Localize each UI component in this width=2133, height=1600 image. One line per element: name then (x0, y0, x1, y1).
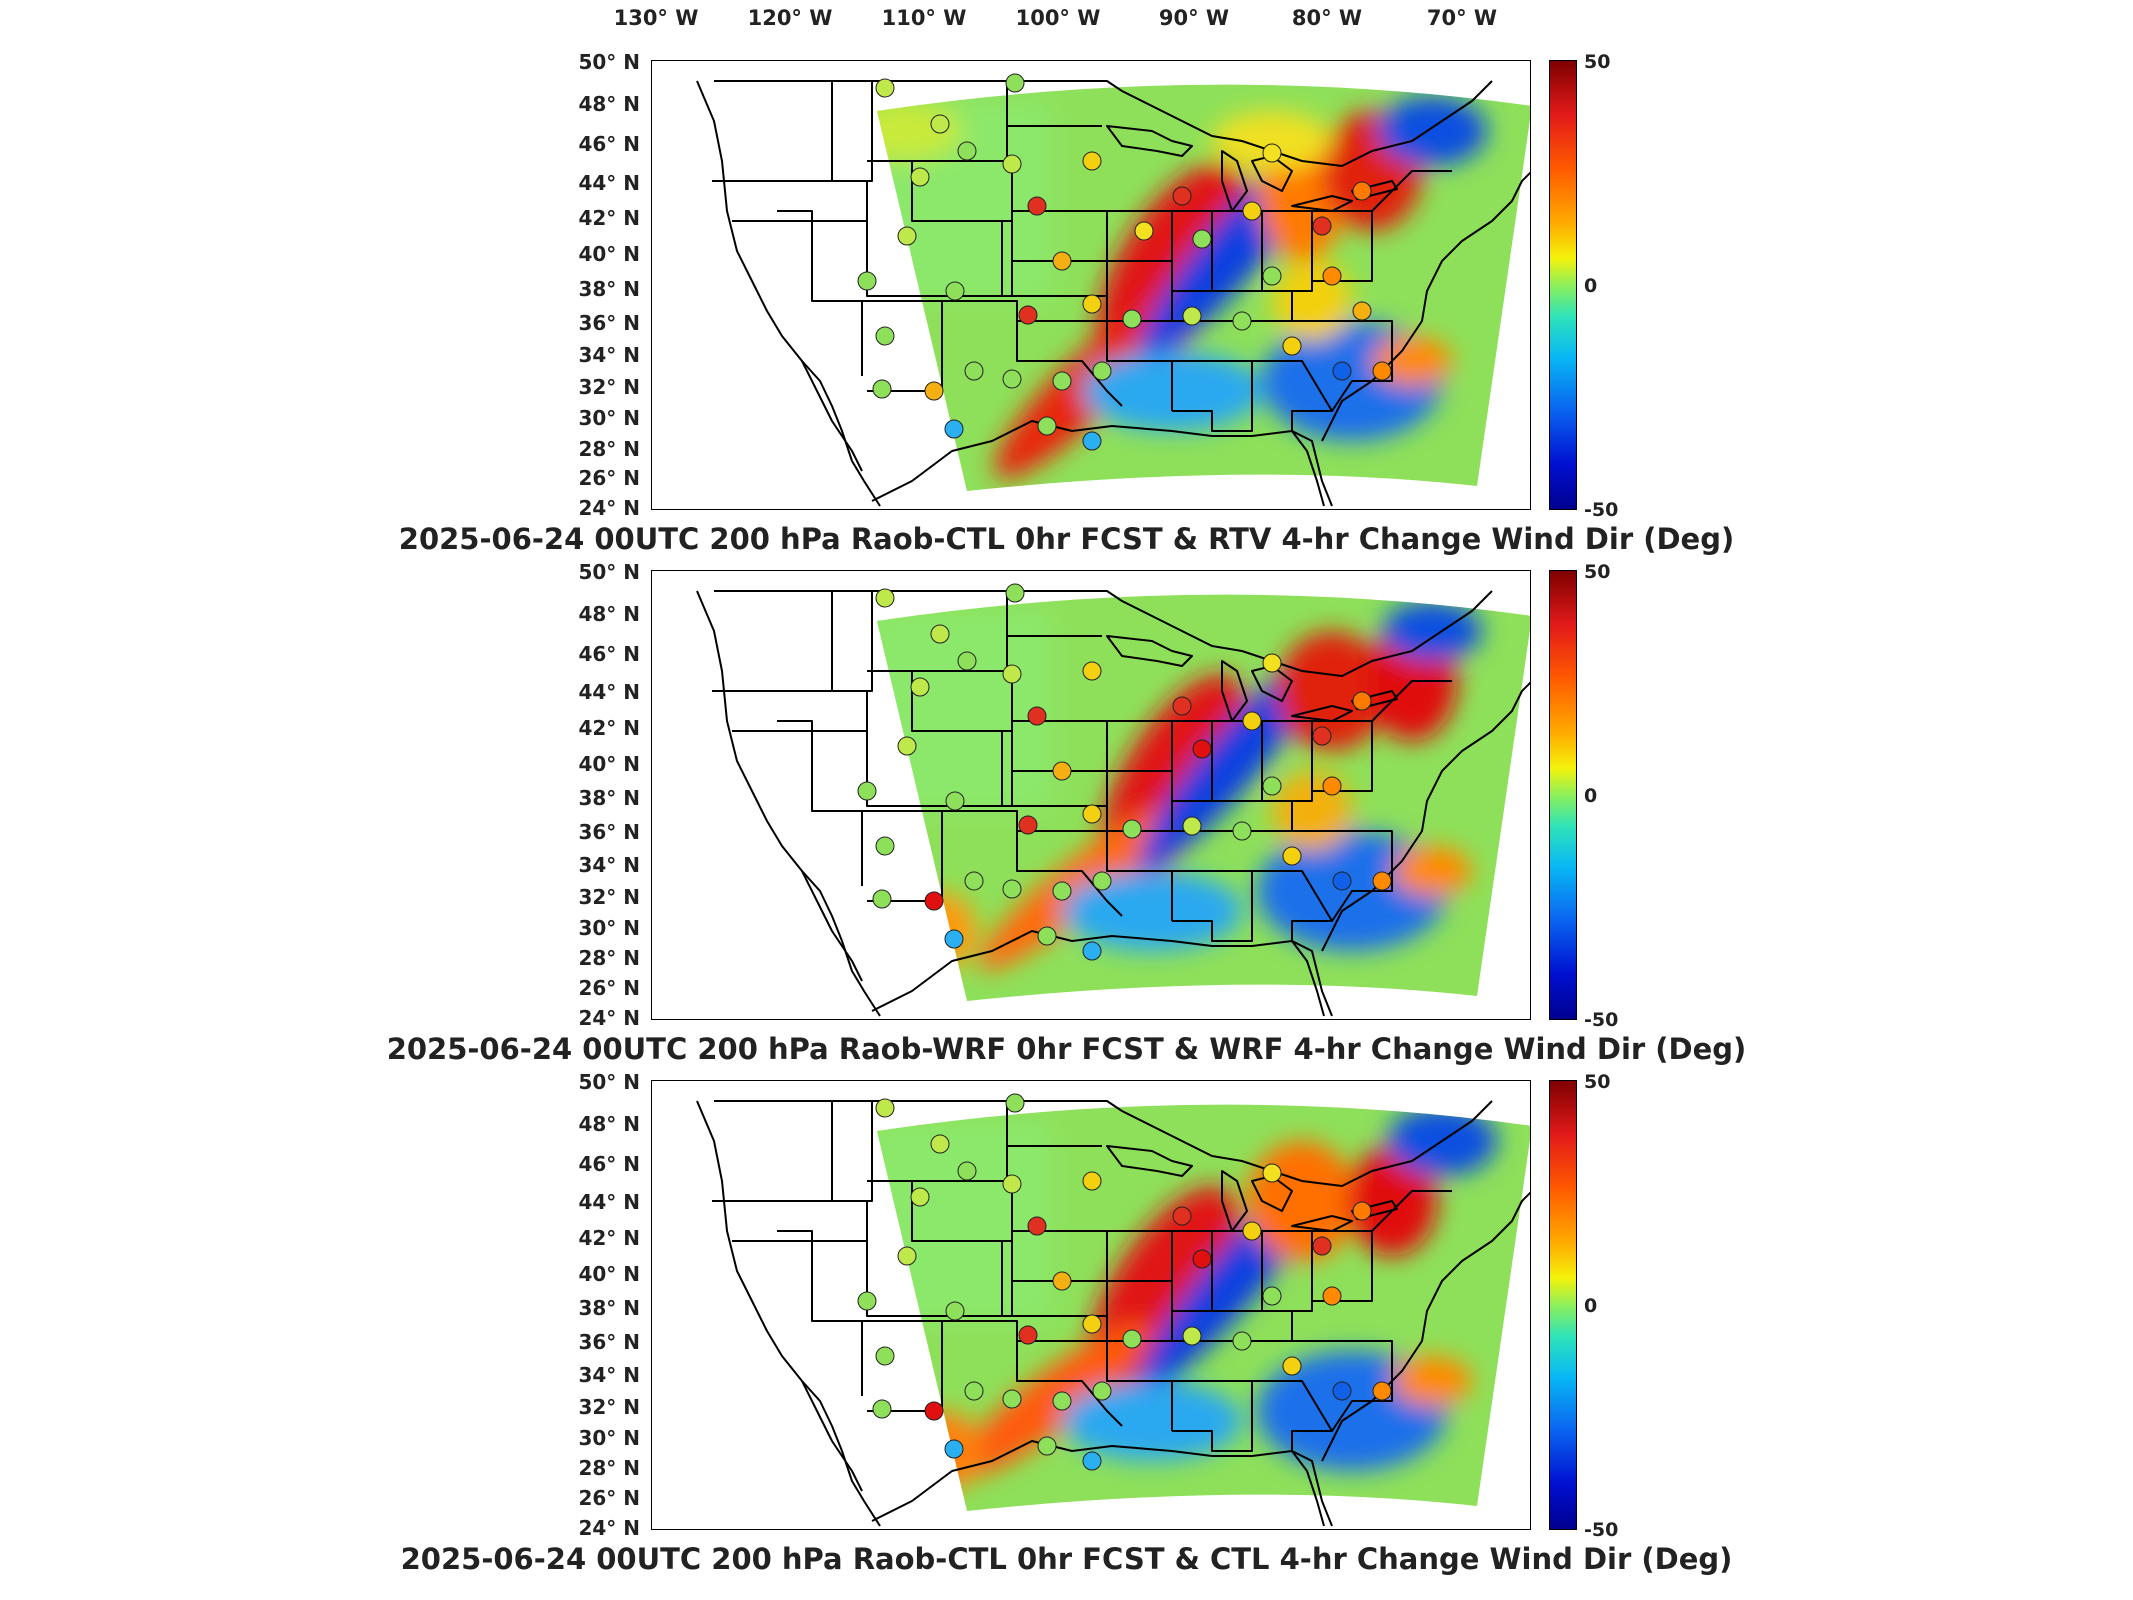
colorbar-min-label: -50 (1584, 1519, 1619, 1541)
map-svg (696, 1093, 1530, 1527)
panel-caption: 2025-06-24 00UTC 200 hPa Raob-CTL 0hr FC… (398, 522, 1735, 556)
lat-label: 34° N (578, 1363, 640, 1387)
colorbar (1549, 60, 1577, 510)
lat-label: 40° N (578, 1262, 640, 1286)
lat-label: 32° N (578, 375, 640, 399)
lon-label-120w: 120° W (747, 6, 833, 30)
lat-label: 48° N (578, 602, 640, 626)
lat-label: 48° N (578, 1112, 640, 1136)
lon-label-70w: 70° W (1426, 6, 1498, 30)
colorbar-max-label: 50 (1584, 561, 1611, 583)
lat-label: 40° N (578, 752, 640, 776)
lat-label: 44° N (578, 1190, 640, 1214)
lat-label: 38° N (578, 277, 640, 301)
lat-label: 42° N (578, 206, 640, 230)
lon-label-110w: 110° W (881, 6, 967, 30)
lat-label: 32° N (578, 885, 640, 909)
map-svg (696, 73, 1530, 507)
lat-label: 36° N (578, 311, 640, 335)
lat-label: 50° N (578, 560, 640, 584)
lon-label-100w: 100° W (1015, 6, 1101, 30)
lat-label: 26° N (578, 1486, 640, 1510)
lat-label: 36° N (578, 820, 640, 844)
lat-label: 28° N (578, 946, 640, 970)
colorbar (1549, 570, 1577, 1020)
lat-label: 46° N (578, 642, 640, 666)
panel-caption: 2025-06-24 00UTC 200 hPa Raob-CTL 0hr FC… (400, 1542, 1733, 1576)
colorbar-mid-label: 0 (1584, 1295, 1598, 1317)
lat-label: 46° N (578, 1152, 640, 1176)
lat-label: 28° N (578, 1456, 640, 1480)
lat-label: 44° N (578, 680, 640, 704)
map-plot (651, 60, 1531, 510)
lat-label: 24° N (578, 496, 640, 520)
lat-label: 36° N (578, 1330, 640, 1354)
colorbar-mid-label: 0 (1584, 275, 1598, 297)
lon-label-80w: 80° W (1291, 6, 1363, 30)
panel-caption: 2025-06-24 00UTC 200 hPa Raob-WRF 0hr FC… (386, 1032, 1747, 1066)
map-svg (696, 583, 1530, 1017)
lat-label: 50° N (578, 50, 640, 74)
lat-label: 48° N (578, 92, 640, 116)
lon-label-130w: 130° W (613, 6, 699, 30)
lat-label: 30° N (578, 916, 640, 940)
colorbar-mid-label: 0 (1584, 785, 1598, 807)
colorbar-min-label: -50 (1584, 499, 1619, 521)
lat-label: 42° N (578, 716, 640, 740)
lat-label: 42° N (578, 1226, 640, 1250)
colorbar-min-label: -50 (1584, 1009, 1619, 1031)
lat-label: 38° N (578, 786, 640, 810)
lat-label: 26° N (578, 976, 640, 1000)
lat-label: 40° N (578, 242, 640, 266)
longitude-axis: 130° W 120° W 110° W 100° W 90° W 80° W … (0, 0, 2133, 40)
lat-label: 32° N (578, 1395, 640, 1419)
lat-label: 24° N (578, 1516, 640, 1540)
lat-label: 34° N (578, 343, 640, 367)
lat-label: 50° N (578, 1070, 640, 1094)
lon-label-90w: 90° W (1158, 6, 1230, 30)
map-plot (651, 570, 1531, 1020)
colorbar (1549, 1080, 1577, 1530)
lat-label: 34° N (578, 853, 640, 877)
lat-label: 46° N (578, 132, 640, 156)
lat-label: 44° N (578, 171, 640, 195)
colorbar-max-label: 50 (1584, 51, 1611, 73)
map-plot (651, 1080, 1531, 1530)
lat-label: 24° N (578, 1006, 640, 1030)
colorbar-max-label: 50 (1584, 1071, 1611, 1093)
lat-label: 28° N (578, 437, 640, 461)
lat-label: 30° N (578, 406, 640, 430)
lat-label: 30° N (578, 1426, 640, 1450)
lat-label: 38° N (578, 1296, 640, 1320)
lat-label: 26° N (578, 466, 640, 490)
